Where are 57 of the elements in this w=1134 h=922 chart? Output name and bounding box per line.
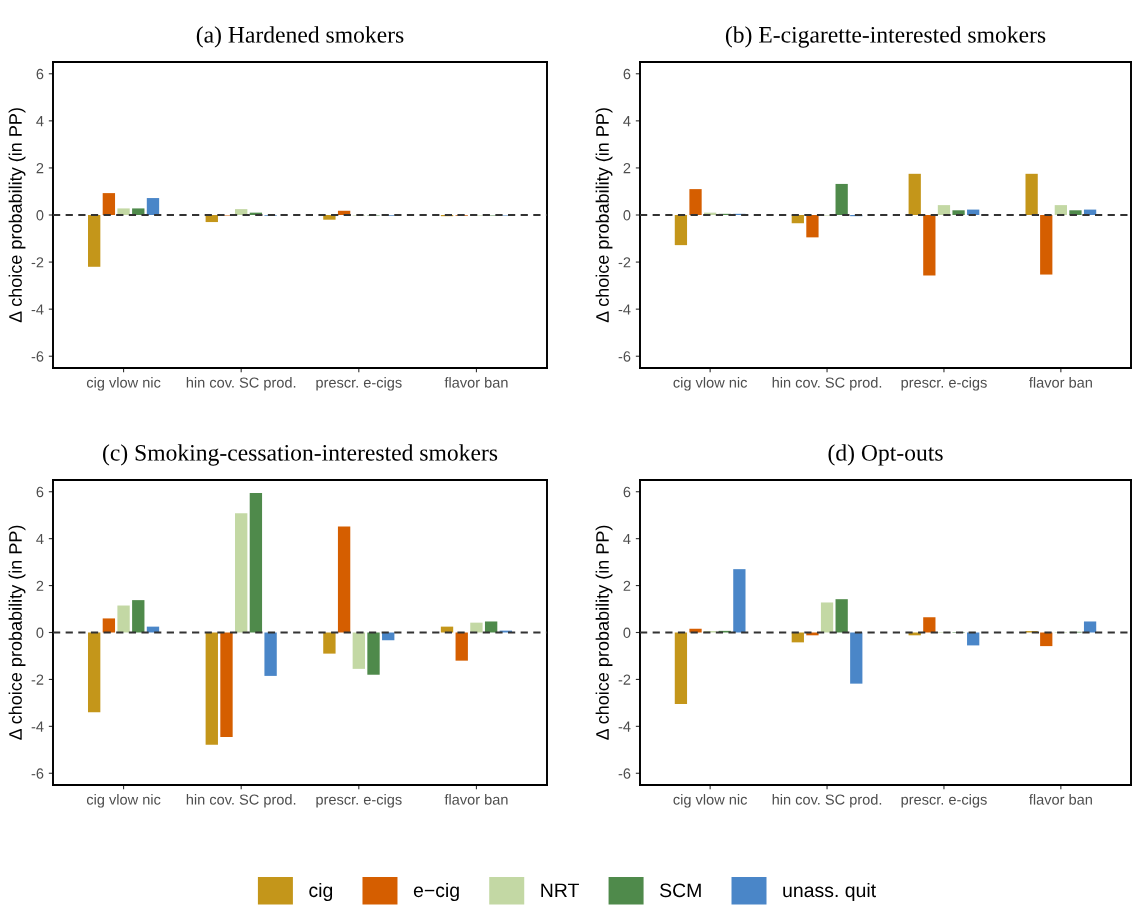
y-tick-label: 0: [36, 210, 44, 221]
chart-title: (d) Opt-outs: [828, 444, 943, 466]
chart-title: (a) Hardened smokers: [196, 26, 404, 48]
x-tick-label: cig vlow nic: [86, 377, 161, 391]
y-tick-label: -6: [31, 351, 44, 362]
x-tick-label: hin cov. SC prod.: [772, 794, 882, 808]
x-tick-label: hin cov. SC prod.: [186, 377, 296, 391]
y-tick-label: 0: [623, 210, 631, 221]
y-tick-label: -4: [31, 721, 44, 732]
y-tick-label: 6: [36, 68, 44, 80]
y-tick-label: 4: [36, 116, 44, 127]
y-tick-label: 2: [623, 580, 631, 591]
legend-label: unass. quit: [783, 882, 876, 902]
y-axis-title: Δ choice probability (in PP): [8, 525, 26, 740]
x-tick-label: hin cov. SC prod.: [772, 377, 882, 391]
y-tick-label: -2: [31, 674, 44, 685]
y-tick-label: 6: [623, 486, 631, 498]
x-tick-label: cig vlow nic: [673, 377, 748, 391]
x-tick-label: prescr. e-cigs: [901, 794, 987, 808]
legend-label: e−cig: [413, 882, 459, 902]
chart-title: (c) Smoking-cessation-interested smokers: [103, 444, 498, 466]
y-tick-label: 0: [623, 627, 631, 638]
x-tick-label: hin cov. SC prod.: [186, 794, 296, 808]
y-tick-label: 4: [36, 533, 44, 544]
y-tick-label: -4: [618, 721, 631, 732]
y-axis-title: Δ choice probability (in PP): [595, 525, 613, 740]
y-tick-label: 2: [623, 163, 631, 174]
legend-label: NRT: [541, 883, 579, 898]
y-axis-title: Δ choice probability (in PP): [8, 108, 26, 323]
y-tick-label: 6: [623, 68, 631, 80]
y-tick-label: -4: [618, 304, 631, 315]
y-tick-label: -4: [31, 304, 44, 315]
y-tick-label: -2: [31, 257, 44, 268]
x-tick-label: prescr. e-cigs: [901, 377, 987, 391]
y-tick-label: 4: [623, 533, 631, 544]
y-tick-label: 2: [36, 580, 44, 591]
y-tick-label: -6: [618, 768, 631, 779]
x-tick-label: flavor ban: [444, 377, 508, 388]
x-tick-label: prescr. e-cigs: [316, 794, 402, 808]
chart-title: (b) E-cigarette-interested smokers: [725, 26, 1046, 48]
y-tick-label: 2: [36, 163, 44, 174]
x-tick-label: flavor ban: [444, 794, 508, 805]
x-tick-label: cig vlow nic: [86, 794, 161, 808]
x-tick-label: prescr. e-cigs: [316, 377, 402, 391]
y-tick-label: -6: [31, 768, 44, 779]
y-tick-label: -2: [618, 674, 631, 685]
x-tick-label: flavor ban: [1029, 377, 1092, 388]
y-tick-label: 4: [623, 116, 631, 127]
x-tick-label: flavor ban: [1029, 794, 1092, 805]
x-tick-label: cig vlow nic: [673, 794, 748, 808]
legend-label: cig: [309, 882, 333, 902]
y-tick-label: -2: [618, 257, 631, 268]
y-tick-label: 6: [36, 486, 44, 498]
y-axis-title: Δ choice probability (in PP): [595, 108, 613, 323]
y-tick-label: -6: [618, 351, 631, 362]
y-tick-label: 0: [36, 627, 44, 638]
legend-label: SCM: [660, 883, 701, 898]
